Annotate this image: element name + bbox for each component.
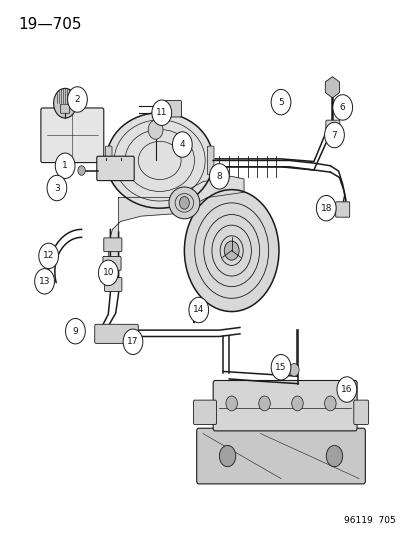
Circle shape bbox=[54, 88, 76, 118]
Circle shape bbox=[324, 396, 335, 411]
Circle shape bbox=[332, 95, 352, 120]
Circle shape bbox=[67, 87, 87, 112]
Text: 15: 15 bbox=[275, 363, 286, 372]
Circle shape bbox=[271, 90, 290, 115]
FancyBboxPatch shape bbox=[193, 400, 216, 424]
Circle shape bbox=[326, 131, 337, 144]
Circle shape bbox=[291, 396, 302, 411]
Text: 8: 8 bbox=[216, 172, 222, 181]
FancyBboxPatch shape bbox=[325, 120, 339, 139]
Circle shape bbox=[280, 364, 290, 376]
Text: 16: 16 bbox=[340, 385, 352, 394]
Text: 13: 13 bbox=[39, 277, 50, 286]
FancyBboxPatch shape bbox=[95, 324, 138, 343]
Circle shape bbox=[225, 396, 237, 411]
Circle shape bbox=[98, 260, 118, 286]
Circle shape bbox=[289, 364, 298, 376]
FancyBboxPatch shape bbox=[207, 146, 214, 175]
Circle shape bbox=[152, 100, 171, 125]
Circle shape bbox=[184, 190, 278, 312]
Circle shape bbox=[316, 196, 335, 221]
FancyBboxPatch shape bbox=[60, 104, 69, 114]
Circle shape bbox=[35, 269, 54, 294]
Circle shape bbox=[65, 318, 85, 344]
Text: 4: 4 bbox=[179, 140, 185, 149]
Circle shape bbox=[271, 354, 290, 380]
Circle shape bbox=[325, 446, 342, 467]
Ellipse shape bbox=[169, 187, 199, 219]
Circle shape bbox=[324, 122, 344, 148]
FancyBboxPatch shape bbox=[41, 108, 104, 163]
Polygon shape bbox=[108, 176, 243, 282]
Text: 2: 2 bbox=[74, 95, 80, 104]
FancyBboxPatch shape bbox=[196, 428, 364, 484]
Text: 10: 10 bbox=[102, 268, 114, 277]
Text: 3: 3 bbox=[54, 183, 59, 192]
Circle shape bbox=[78, 166, 85, 175]
FancyBboxPatch shape bbox=[103, 256, 121, 270]
Text: 17: 17 bbox=[127, 337, 138, 346]
FancyBboxPatch shape bbox=[162, 101, 181, 117]
Circle shape bbox=[258, 396, 270, 411]
Ellipse shape bbox=[106, 113, 213, 208]
Text: 14: 14 bbox=[192, 305, 204, 314]
Circle shape bbox=[219, 446, 235, 467]
FancyBboxPatch shape bbox=[190, 302, 197, 311]
FancyBboxPatch shape bbox=[353, 400, 368, 424]
FancyBboxPatch shape bbox=[97, 156, 134, 181]
Circle shape bbox=[55, 153, 75, 179]
Circle shape bbox=[336, 377, 356, 402]
Text: 1: 1 bbox=[62, 161, 68, 170]
Circle shape bbox=[179, 197, 189, 209]
FancyBboxPatch shape bbox=[213, 381, 356, 431]
Circle shape bbox=[224, 241, 238, 260]
Circle shape bbox=[189, 304, 197, 314]
FancyBboxPatch shape bbox=[105, 146, 112, 175]
Text: 19—705: 19—705 bbox=[18, 17, 81, 33]
FancyBboxPatch shape bbox=[335, 202, 349, 217]
Circle shape bbox=[188, 297, 208, 322]
Circle shape bbox=[39, 243, 58, 269]
Circle shape bbox=[172, 132, 192, 157]
Text: 11: 11 bbox=[156, 108, 167, 117]
Circle shape bbox=[47, 175, 66, 201]
Text: 12: 12 bbox=[43, 252, 54, 261]
FancyBboxPatch shape bbox=[104, 278, 121, 292]
Text: 7: 7 bbox=[331, 131, 337, 140]
Circle shape bbox=[148, 120, 163, 139]
FancyBboxPatch shape bbox=[104, 238, 121, 252]
Text: 9: 9 bbox=[72, 327, 78, 336]
Circle shape bbox=[209, 164, 229, 189]
Circle shape bbox=[123, 329, 142, 354]
Text: 18: 18 bbox=[320, 204, 331, 213]
Text: 6: 6 bbox=[339, 103, 345, 112]
Text: 5: 5 bbox=[278, 98, 283, 107]
Text: 96119  705: 96119 705 bbox=[344, 516, 395, 525]
